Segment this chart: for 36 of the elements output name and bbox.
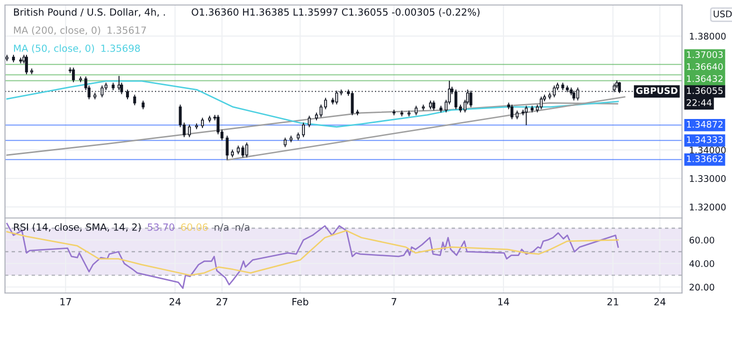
- ref-line-label: 1.37003: [687, 51, 723, 58]
- chart-title: British Pound / U.S. Dollar, 4h, .: [14, 8, 165, 17]
- x-tick-label: 17: [60, 298, 71, 306]
- x-tick-label: 21: [607, 298, 618, 306]
- annotation: 60.06: [181, 223, 208, 231]
- x-tick-label: 14: [498, 298, 510, 306]
- ref-line-label: 1.34333: [687, 136, 723, 144]
- chart-subtitle: O1.36360 H1.36385 L1.35997 C1.36055 -0.00305 (-0.22%): [192, 8, 480, 17]
- annotation: n/a: [214, 224, 228, 232]
- legend-label: 1.36640: [687, 63, 723, 70]
- y-tick-label: 40.00: [689, 260, 714, 268]
- x-tick-label: 24: [654, 298, 666, 306]
- text: USD: [714, 10, 732, 18]
- annotation: n/a: [236, 224, 250, 232]
- y-tick-label: 1.34000: [690, 146, 726, 154]
- y-tick-label: 1.38000: [690, 32, 726, 40]
- y-tick-label: 1.32000: [690, 204, 726, 210]
- x-tick-label: 24: [170, 298, 181, 306]
- ref-line-label: 1.36055: [687, 87, 723, 94]
- ref-line-label: 1.36432: [687, 75, 722, 82]
- text: MA (50, close, 0): [14, 44, 94, 54]
- x-tick-label: 27: [216, 298, 228, 306]
- x-tick-label: 7: [392, 298, 396, 306]
- annotation: 1.35698: [101, 44, 140, 52]
- ref-line-label: 1.34872: [687, 120, 722, 128]
- ref-line-label: 1.33662: [687, 155, 722, 162]
- annotation: GBPUSD: [636, 87, 678, 94]
- y-tick-label: 60.00: [690, 236, 714, 244]
- y-tick-label: 20.00: [690, 284, 714, 291]
- x-tick-label: Feb: [292, 298, 308, 306]
- y-tick-label: 1.33000: [690, 175, 726, 182]
- annotation: 53.70: [148, 223, 174, 231]
- text: MA (200, close, 0): [14, 26, 100, 35]
- chart-title: RSI (14, close, SMA, 14, 2): [14, 223, 141, 232]
- text: 22:44: [686, 99, 712, 106]
- annotation: 1.35617: [108, 26, 146, 34]
